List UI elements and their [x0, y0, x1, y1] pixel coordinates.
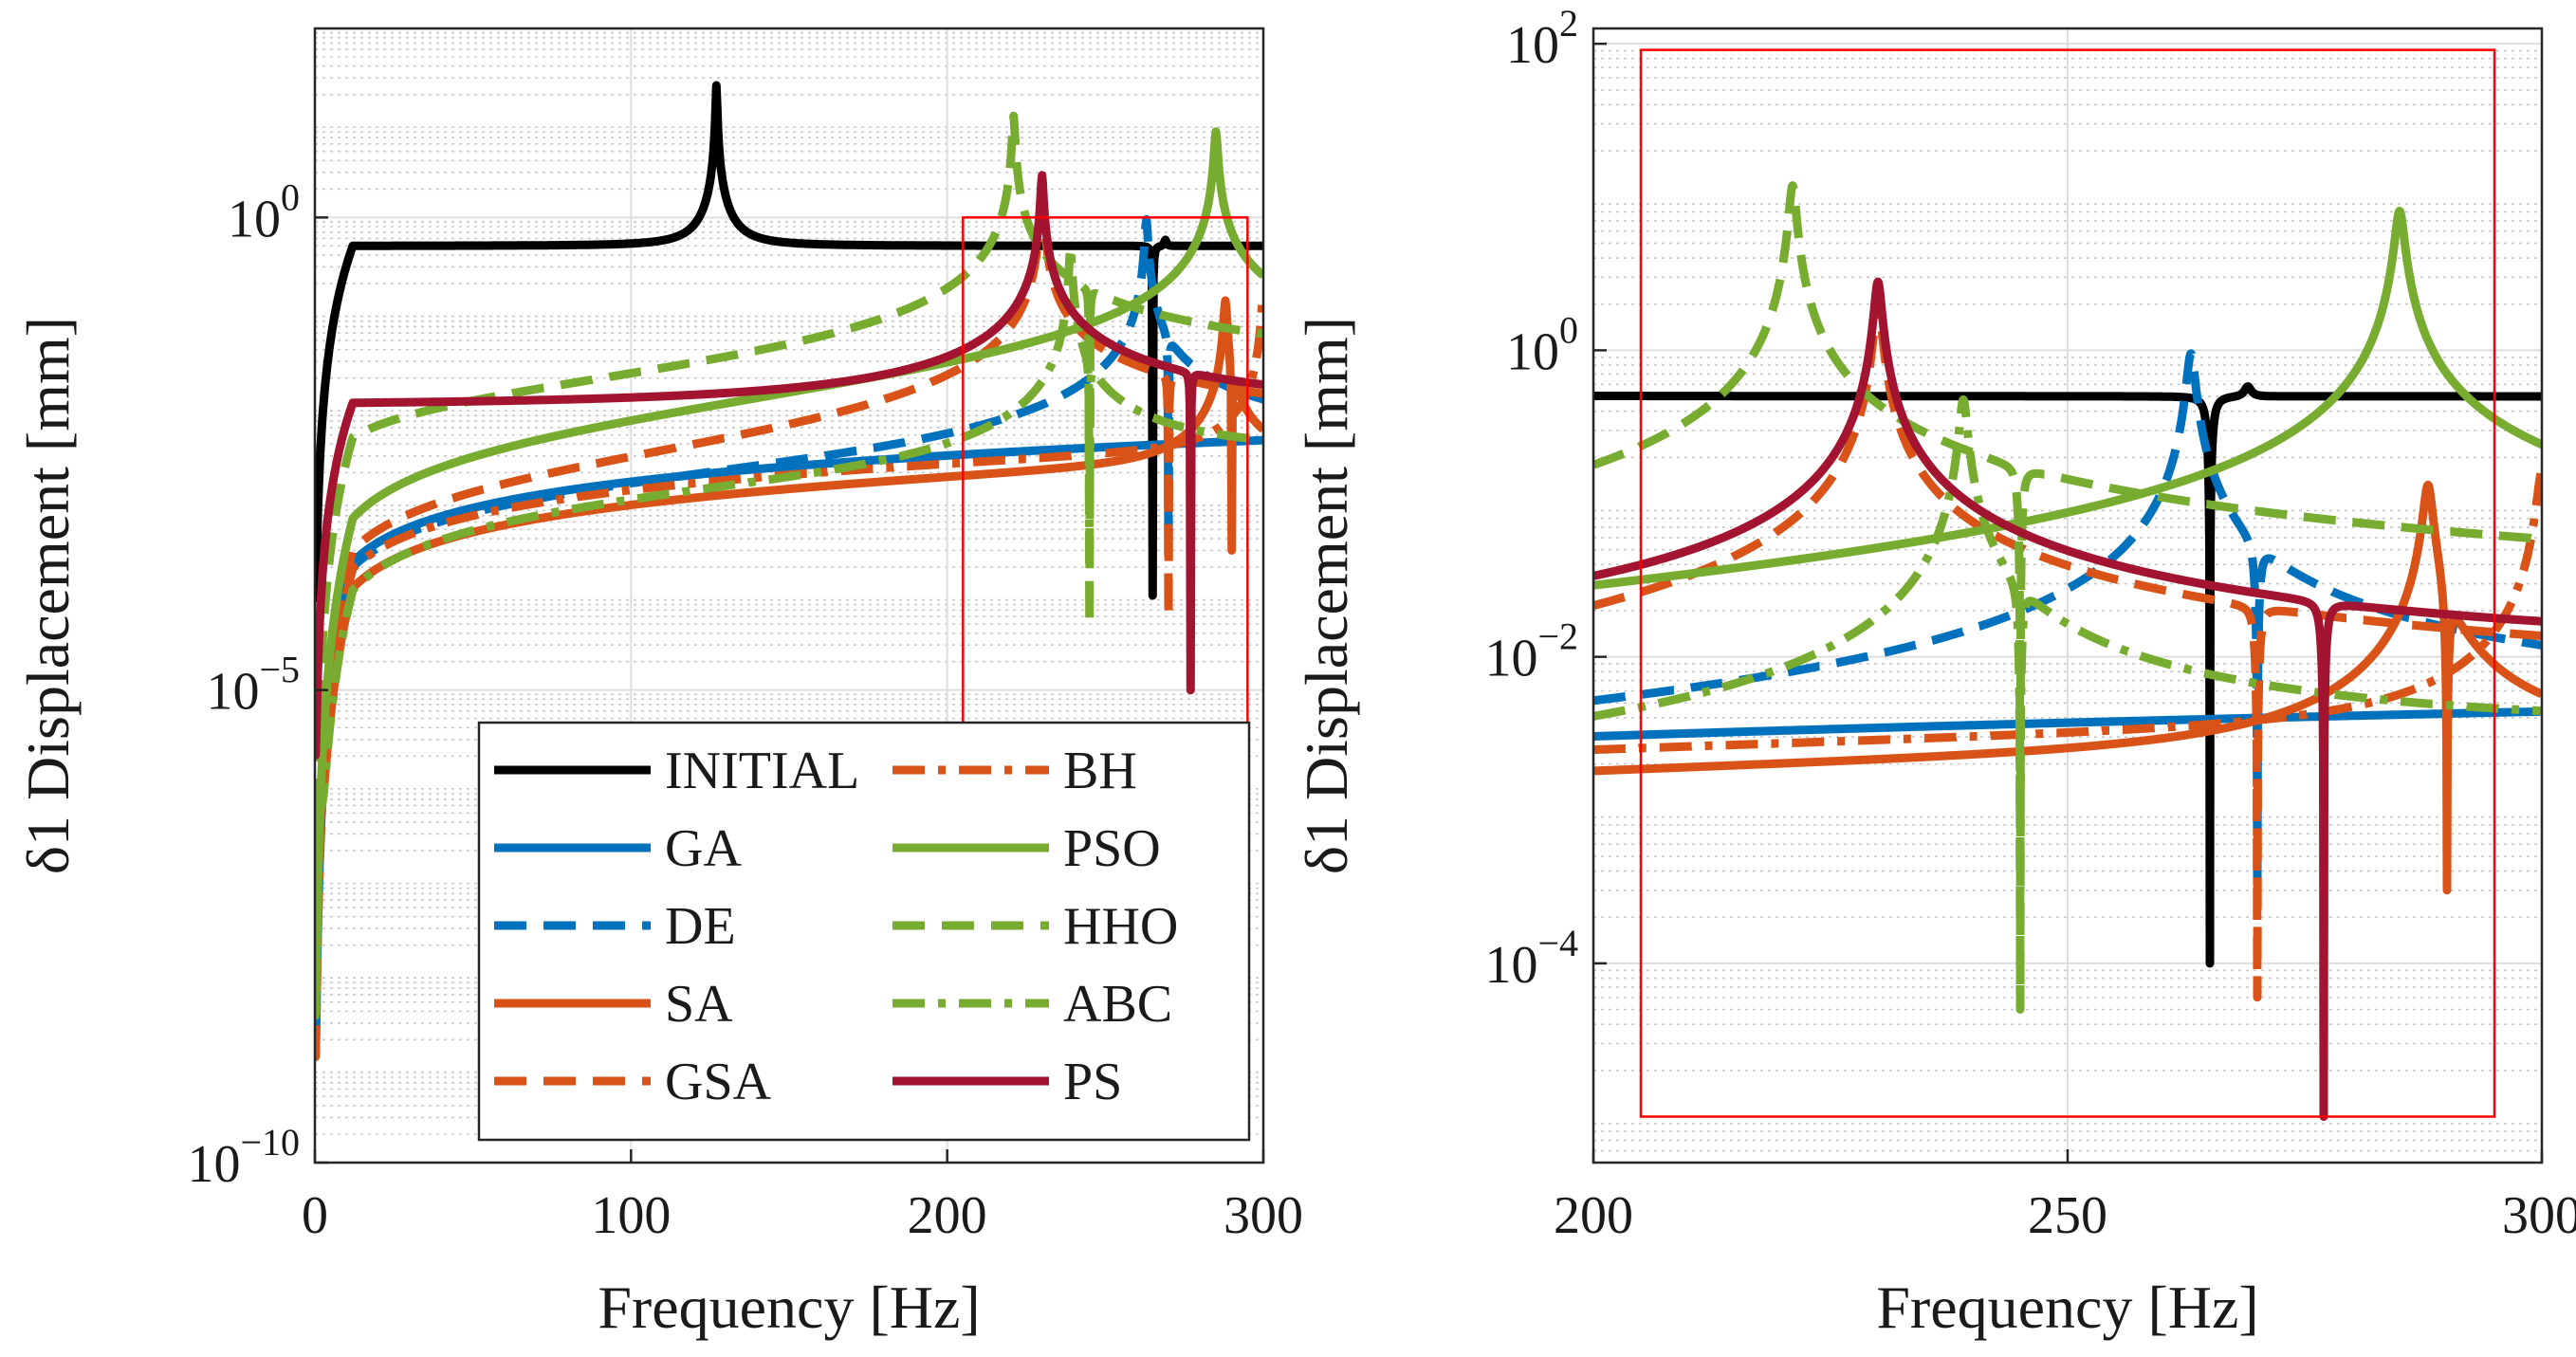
left-y-axis-label: δ1 Displacement [mm]: [14, 317, 82, 874]
right-grid: [1592, 28, 2543, 1163]
left-y-tick-label: 10−10: [187, 1121, 300, 1194]
left-x-tick-label: 200: [908, 1186, 987, 1245]
legend-box: [477, 721, 1251, 1142]
right-y-tick-label: 10−4: [1484, 922, 1578, 995]
left-y-ticks: 100 10−5 10−10: [187, 175, 328, 1194]
right-series-ps: [1593, 277, 2542, 1121]
left-x-axis-label: Frequency [Hz]: [598, 1274, 980, 1341]
right-x-tick-label: 300: [2502, 1186, 2576, 1245]
right-y-tick-label: 100: [1506, 308, 1578, 381]
left-x-tick-label: 0: [302, 1186, 328, 1245]
right-series-abc: [1593, 394, 2542, 895]
legend-label-gsa: GSA: [665, 1053, 772, 1111]
left-series-group: [315, 81, 1263, 1061]
right-y-axis-label: δ1 Displacement [mm]: [1293, 317, 1360, 874]
right-y-tick-label: 102: [1506, 2, 1578, 75]
right-y-ticks: 102 100 10−2 10−4: [1484, 2, 1607, 995]
legend-label-pso: PSO: [1063, 819, 1161, 878]
right-series-sa: [1593, 480, 2542, 895]
legend-label-hho: HHO: [1063, 897, 1178, 956]
left-series-initial: [315, 81, 1263, 602]
left-series-gsa: [315, 182, 1263, 881]
right-series-initial: [1593, 382, 2542, 968]
left-x-tick-label: 300: [1224, 1186, 1303, 1245]
legend: INITIAL GA DE SA GSA BH PSO HHO ABC PS: [477, 721, 1251, 1142]
legend-label-sa: SA: [665, 975, 733, 1034]
left-series-ga: [315, 435, 1263, 1058]
left-y-tick-label: 100: [228, 175, 300, 248]
legend-label-bh: BH: [1063, 742, 1137, 800]
left-series-de: [315, 214, 1263, 815]
left-x-tick-label: 100: [591, 1186, 671, 1245]
right-y-tick-label: 10−2: [1484, 615, 1578, 688]
legend-label-initial: INITIAL: [665, 742, 859, 800]
right-series-bh: [1593, 468, 2542, 755]
right-series-ga: [1593, 706, 2542, 741]
legend-label-de: DE: [665, 897, 736, 956]
left-y-tick-label: 10−5: [206, 649, 300, 722]
legend-label-ga: GA: [665, 819, 742, 878]
right-series-group: [1593, 181, 2542, 1121]
legend-label-abc: ABC: [1063, 975, 1172, 1034]
right-series-pso: [1593, 207, 2542, 590]
right-series-gsa: [1593, 296, 2542, 1002]
left-series-ps: [315, 171, 1263, 760]
left-chart: 0 100 200 300 100 10−5 10−10 Frequency [Hz] δ…: [14, 27, 1303, 1341]
right-zoom-box: [1639, 48, 2496, 1118]
right-x-axis-label: Frequency [Hz]: [1876, 1274, 2258, 1341]
right-x-ticks: 200 250 300: [1554, 1149, 2576, 1245]
right-x-tick-label: 250: [2028, 1186, 2107, 1245]
left-x-ticks: 0 100 200 300: [302, 1149, 1303, 1245]
right-series-hho: [1593, 181, 2542, 1014]
left-series-abc: [315, 243, 1263, 815]
left-plot-frame: [313, 27, 1265, 1164]
legend-label-ps: PS: [1063, 1053, 1122, 1111]
right-x-tick-label: 200: [1554, 1186, 1633, 1245]
